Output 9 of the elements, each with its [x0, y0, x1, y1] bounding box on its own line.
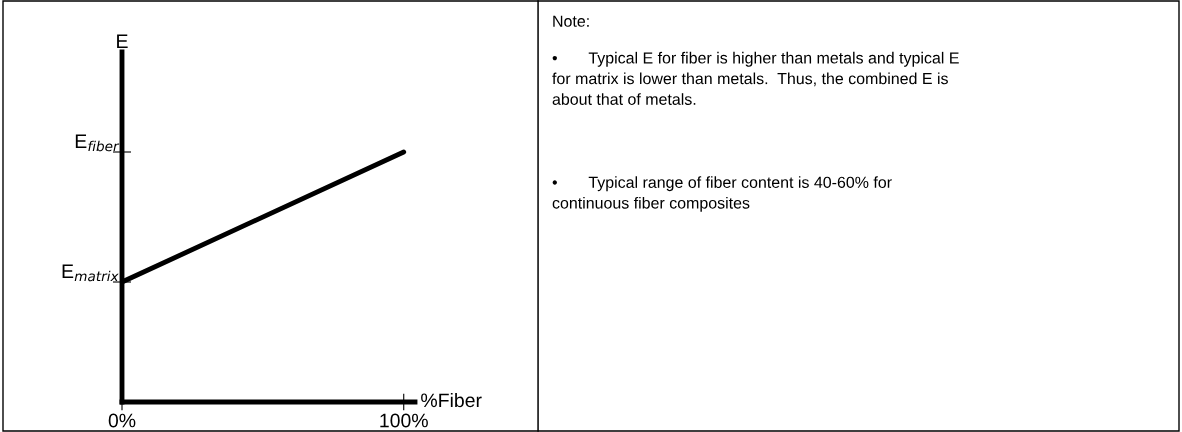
- x-tick-label: 0%: [108, 413, 136, 428]
- text: E$_{fiber}$: [75, 134, 120, 152]
- annotation: E$_{matrix}$: [62, 264, 119, 282]
- x-axis-title: %Fiber: [421, 392, 482, 408]
- x-tick-label: 100%: [380, 413, 428, 428]
- text: • Typical E for fiber is higher than metals and typical E for matrix is lower than metals. Thus, the combined E is about that of metals.: [552, 51, 959, 105]
- text: Note:: [553, 15, 589, 27]
- text: E: [117, 34, 128, 48]
- text: • Typical range of fiber content is 40-60% for continuous fiber composites: [552, 176, 892, 212]
